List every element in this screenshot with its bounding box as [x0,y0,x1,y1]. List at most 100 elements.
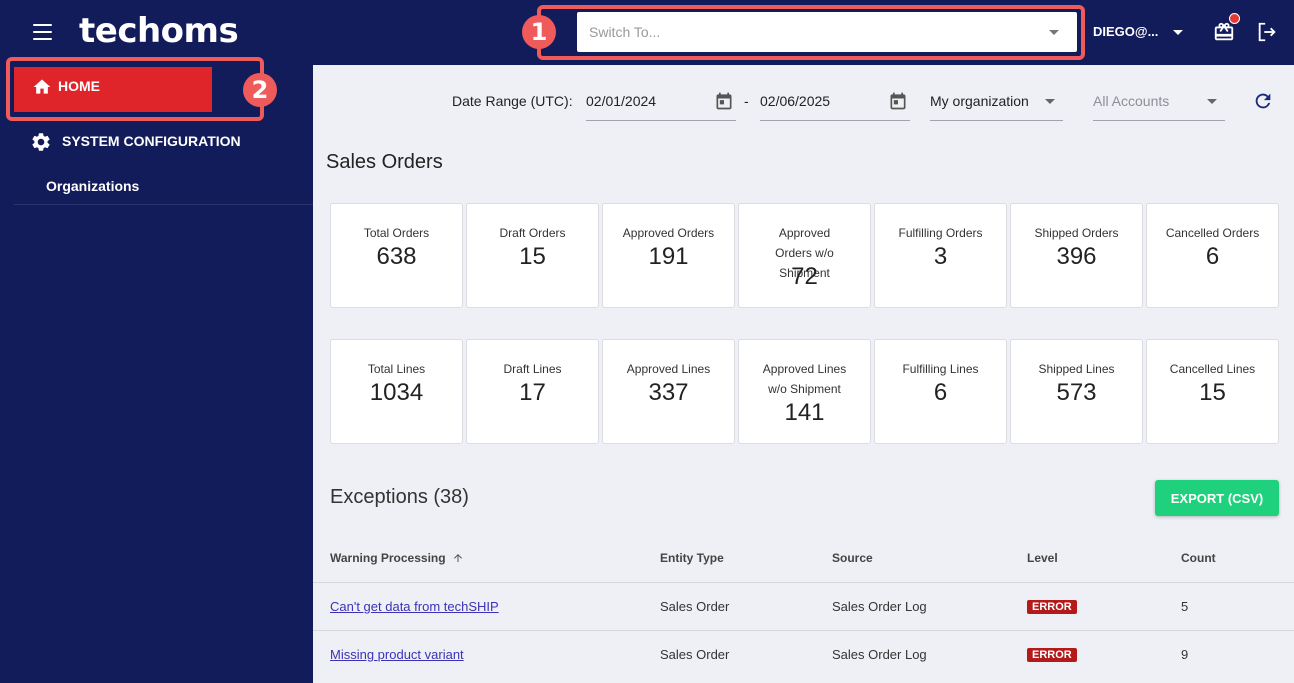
stat-value: 396 [1056,243,1097,270]
sidebar-item-system-configuration[interactable]: SYSTEM CONFIGURATION [30,131,300,153]
stat-value: 72 [791,263,818,290]
home-icon [33,79,51,94]
sidebar-item-label: SYSTEM CONFIGURATION [62,133,241,149]
stat-value: 6 [1205,243,1220,270]
stat-label: Total Lines [367,362,426,376]
sales-orders-title: Sales Orders [326,151,443,173]
stat-card: Total Lines 1034 [330,339,463,444]
stat-card: Cancelled Orders 6 [1146,203,1279,308]
table-divider [313,582,1294,583]
chevron-down-icon [1207,99,1217,104]
stat-card: Cancelled Lines 15 [1146,339,1279,444]
column-header-label: Warning Processing [330,551,446,565]
column-header-warning-processing[interactable]: Warning Processing [330,551,464,565]
stat-card: Fulfilling Orders 3 [874,203,1007,308]
source-cell: Sales Order Log [832,599,927,614]
stat-card: Fulfilling Lines 6 [874,339,1007,444]
switch-to-select[interactable] [577,12,1077,52]
organization-select[interactable]: My organization [930,83,1063,121]
stat-label: Shipped Lines [1038,362,1115,376]
refresh-icon[interactable] [1252,90,1274,112]
stat-value: 6 [933,379,948,406]
accounts-value: All Accounts [1093,93,1170,109]
annotation-marker-2: 2 [243,73,277,107]
stat-label: Cancelled Orders [1165,226,1260,240]
chevron-down-icon[interactable] [1049,30,1059,35]
switch-to-input[interactable] [577,12,1037,52]
chevron-down-icon [1045,99,1055,104]
stat-label: Shipped Orders [1034,226,1119,240]
stat-value: 1034 [369,379,424,406]
user-menu[interactable]: DIEGO@... [1093,24,1159,39]
entity-type-cell: Sales Order [660,599,730,614]
export-csv-button[interactable]: EXPORT (CSV) [1155,480,1279,516]
annotation-box-1 [537,5,1085,60]
stat-label: Fulfilling Orders [898,226,983,240]
annotation-marker-1: 1 [522,15,556,49]
stat-card: Total Orders 638 [330,203,463,308]
stat-value: 15 [519,243,546,270]
gear-icon [32,133,50,151]
stat-label: Total Orders [363,226,430,240]
app-logo[interactable]: techoms [79,11,239,51]
column-header-entity-type[interactable]: Entity Type [660,551,724,565]
sidebar: HOME SYSTEM CONFIGURATION Organizations [0,65,313,683]
date-to-field[interactable]: 02/06/2025 [760,83,910,121]
stat-card: Draft Orders 15 [466,203,599,308]
level-badge: ERROR [1027,648,1077,662]
count-cell: 5 [1181,599,1189,614]
table-divider [313,630,1294,631]
organization-value: My organization [930,93,1029,109]
gift-icon[interactable] [1213,21,1235,43]
column-header-source[interactable]: Source [832,551,873,565]
sidebar-item-label: HOME [58,78,100,94]
stat-label: Approved Lines [626,362,711,376]
stat-card: Approved Orders 191 [602,203,735,308]
stat-card: Shipped Orders 396 [1010,203,1143,308]
stat-value: 3 [933,243,948,270]
stat-label: Cancelled Lines [1169,362,1256,376]
stat-label: Draft Orders [499,226,566,240]
date-from-value: 02/01/2024 [586,93,657,109]
column-header-level[interactable]: Level [1027,551,1058,565]
calendar-icon[interactable] [714,91,734,111]
column-header-count[interactable]: Count [1181,551,1216,565]
stat-card: Approved Lines w/o Shipment 141 [738,339,871,444]
count-cell: 9 [1181,647,1189,662]
top-bar: techoms DIEGO@... [0,0,1294,65]
menu-icon[interactable] [33,24,52,40]
stat-value: 17 [519,379,546,406]
date-to-value: 02/06/2025 [760,93,831,109]
stat-card: Draft Lines 17 [466,339,599,444]
stat-label: Fulfilling Lines [902,362,979,376]
warning-link[interactable]: Missing product variant [330,647,464,662]
entity-type-cell: Sales Order [660,647,730,662]
stat-card: Shipped Lines 573 [1010,339,1143,444]
sidebar-divider [14,204,313,205]
stat-label: Approved Lines w/o Shipment [762,362,847,396]
calendar-icon[interactable] [888,91,908,111]
annotation-box-2 [6,57,264,121]
date-from-field[interactable]: 02/01/2024 [586,83,736,121]
warning-link[interactable]: Can't get data from techSHIP [330,599,499,614]
sort-arrow-up-icon[interactable] [452,552,464,564]
stat-label: Approved Orders [622,226,715,240]
logout-icon[interactable] [1255,21,1279,43]
stat-value: 638 [376,243,417,270]
stat-value: 15 [1199,379,1226,406]
source-cell: Sales Order Log [832,647,927,662]
chevron-down-icon[interactable] [1173,30,1183,35]
stat-label: Draft Lines [503,362,562,376]
accounts-select[interactable]: All Accounts [1093,83,1225,121]
sidebar-item-organizations[interactable]: Organizations [46,178,140,194]
date-separator: - [744,93,749,109]
level-badge: ERROR [1027,600,1077,614]
stat-value: 337 [648,379,689,406]
sidebar-item-home[interactable]: HOME [14,67,212,112]
stat-label: Approved Orders w/o Shipment [775,226,834,280]
stat-value: 141 [784,399,825,426]
stat-card: Approved Lines 337 [602,339,735,444]
stat-value: 191 [648,243,689,270]
stat-card: Approved Orders w/o Shipment 72 [738,203,871,308]
date-range-label: Date Range (UTC): [452,93,573,109]
